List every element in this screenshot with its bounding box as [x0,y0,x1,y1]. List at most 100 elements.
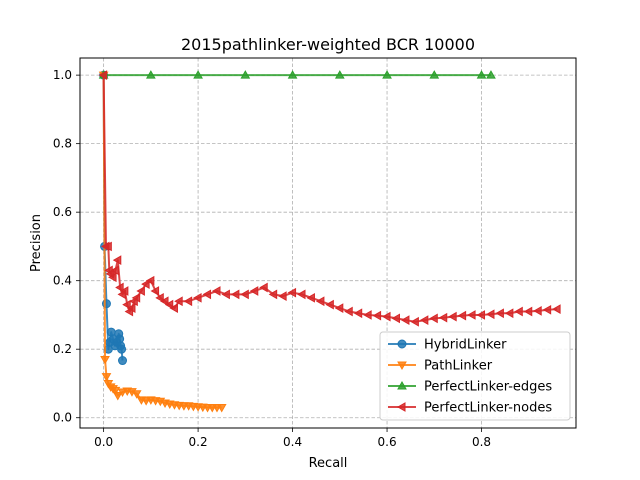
data-point [110,386,121,396]
data-point [514,306,523,317]
data-point [110,265,119,276]
data-point [183,296,193,307]
data-point [169,303,178,313]
series-hybridlinker [99,70,128,366]
data-point [136,286,145,296]
data-point [193,292,202,303]
data-point [429,70,440,79]
data-point [485,309,495,320]
data-point [145,70,156,79]
data-point [325,299,334,310]
data-point [495,308,504,319]
series-pathlinker [98,71,227,413]
data-point [115,282,124,293]
legend-marker [396,402,406,412]
data-point [400,315,410,325]
legend-label: HybridLinker [424,338,507,353]
data-point [101,299,111,309]
data-point [457,310,467,321]
x-tick-label: 0.6 [378,435,397,449]
y-tick-label: 1.0 [53,68,72,82]
data-point [552,304,561,314]
data-point [429,313,438,324]
legend-marker [397,361,407,371]
legend-marker [397,380,407,390]
x-axis-label: Recall [309,456,348,471]
data-point [131,390,142,399]
data-point [240,289,249,300]
data-point [287,287,297,298]
data-point [278,291,287,301]
data-point [202,289,212,300]
data-point [221,289,230,300]
data-point [287,70,298,79]
data-point [523,306,533,317]
data-point [533,305,542,316]
data-point [112,391,123,401]
data-point [467,310,476,320]
legend-marker [397,339,407,349]
legend-item: PerfectLinker-edges [388,380,552,395]
y-tick-label: 0.4 [53,274,72,288]
data-point [382,311,391,322]
data-point [306,292,315,303]
data-point [240,70,251,79]
x-tick-label: 0.2 [189,435,208,449]
data-point [216,403,227,413]
x-tick-label: 0.4 [283,435,302,449]
plot-frame [79,57,577,429]
legend-label: PerfectLinker-edges [424,380,552,395]
data-point [103,241,112,252]
series-perfectlinker-nodes [98,70,561,327]
data-point [211,286,221,296]
data-point [122,299,131,310]
data-point [193,70,203,79]
data-point [382,70,392,79]
y-tick-label: 0.0 [53,411,72,425]
legend: HybridLinker PathLinker PerfectLinker-edge… [379,331,571,421]
data-point [334,70,345,79]
data-point [259,282,268,293]
data-point [98,70,108,80]
data-point [145,275,155,286]
data-point [118,356,128,366]
data-point [504,308,514,319]
data-point [174,296,183,307]
x-tick-label: 0.8 [472,435,491,449]
data-point [108,272,117,283]
data-point [542,304,552,315]
data-point [419,315,429,325]
data-point [410,316,419,327]
y-axis-label: Precision [29,214,44,272]
data-point [486,70,496,79]
data-point [315,296,325,307]
x-tick-label: 0.0 [94,435,113,449]
data-point [119,286,129,296]
data-point [249,286,259,296]
legend-box [379,331,571,421]
data-point [112,255,122,265]
legend-label: PathLinker [424,359,493,374]
legend-item: HybridLinker [388,338,507,353]
data-point [297,289,306,300]
data-point [160,296,169,307]
axis-ticks: 0.0 0.2 0.4 0.6 0.8 0.0 0.2 0.4 0.6 0.8 1.0 [53,68,491,449]
data-point [268,289,278,300]
data-point [372,310,382,321]
series-layer [98,70,561,413]
data-point [391,313,400,324]
data-point [117,344,127,354]
y-tick-label: 0.8 [53,137,72,151]
data-point [101,373,112,382]
legend-item: PerfectLinker-nodes [388,401,552,416]
data-point [448,311,457,322]
data-point [100,355,110,365]
data-point [344,306,353,317]
y-tick-label: 0.2 [53,342,72,356]
y-tick-label: 0.6 [53,205,72,219]
data-point [164,299,174,310]
data-point [126,303,136,313]
chart-title: 2015pathlinker-weighted BCR 10000 [181,35,475,54]
data-point [334,303,344,313]
